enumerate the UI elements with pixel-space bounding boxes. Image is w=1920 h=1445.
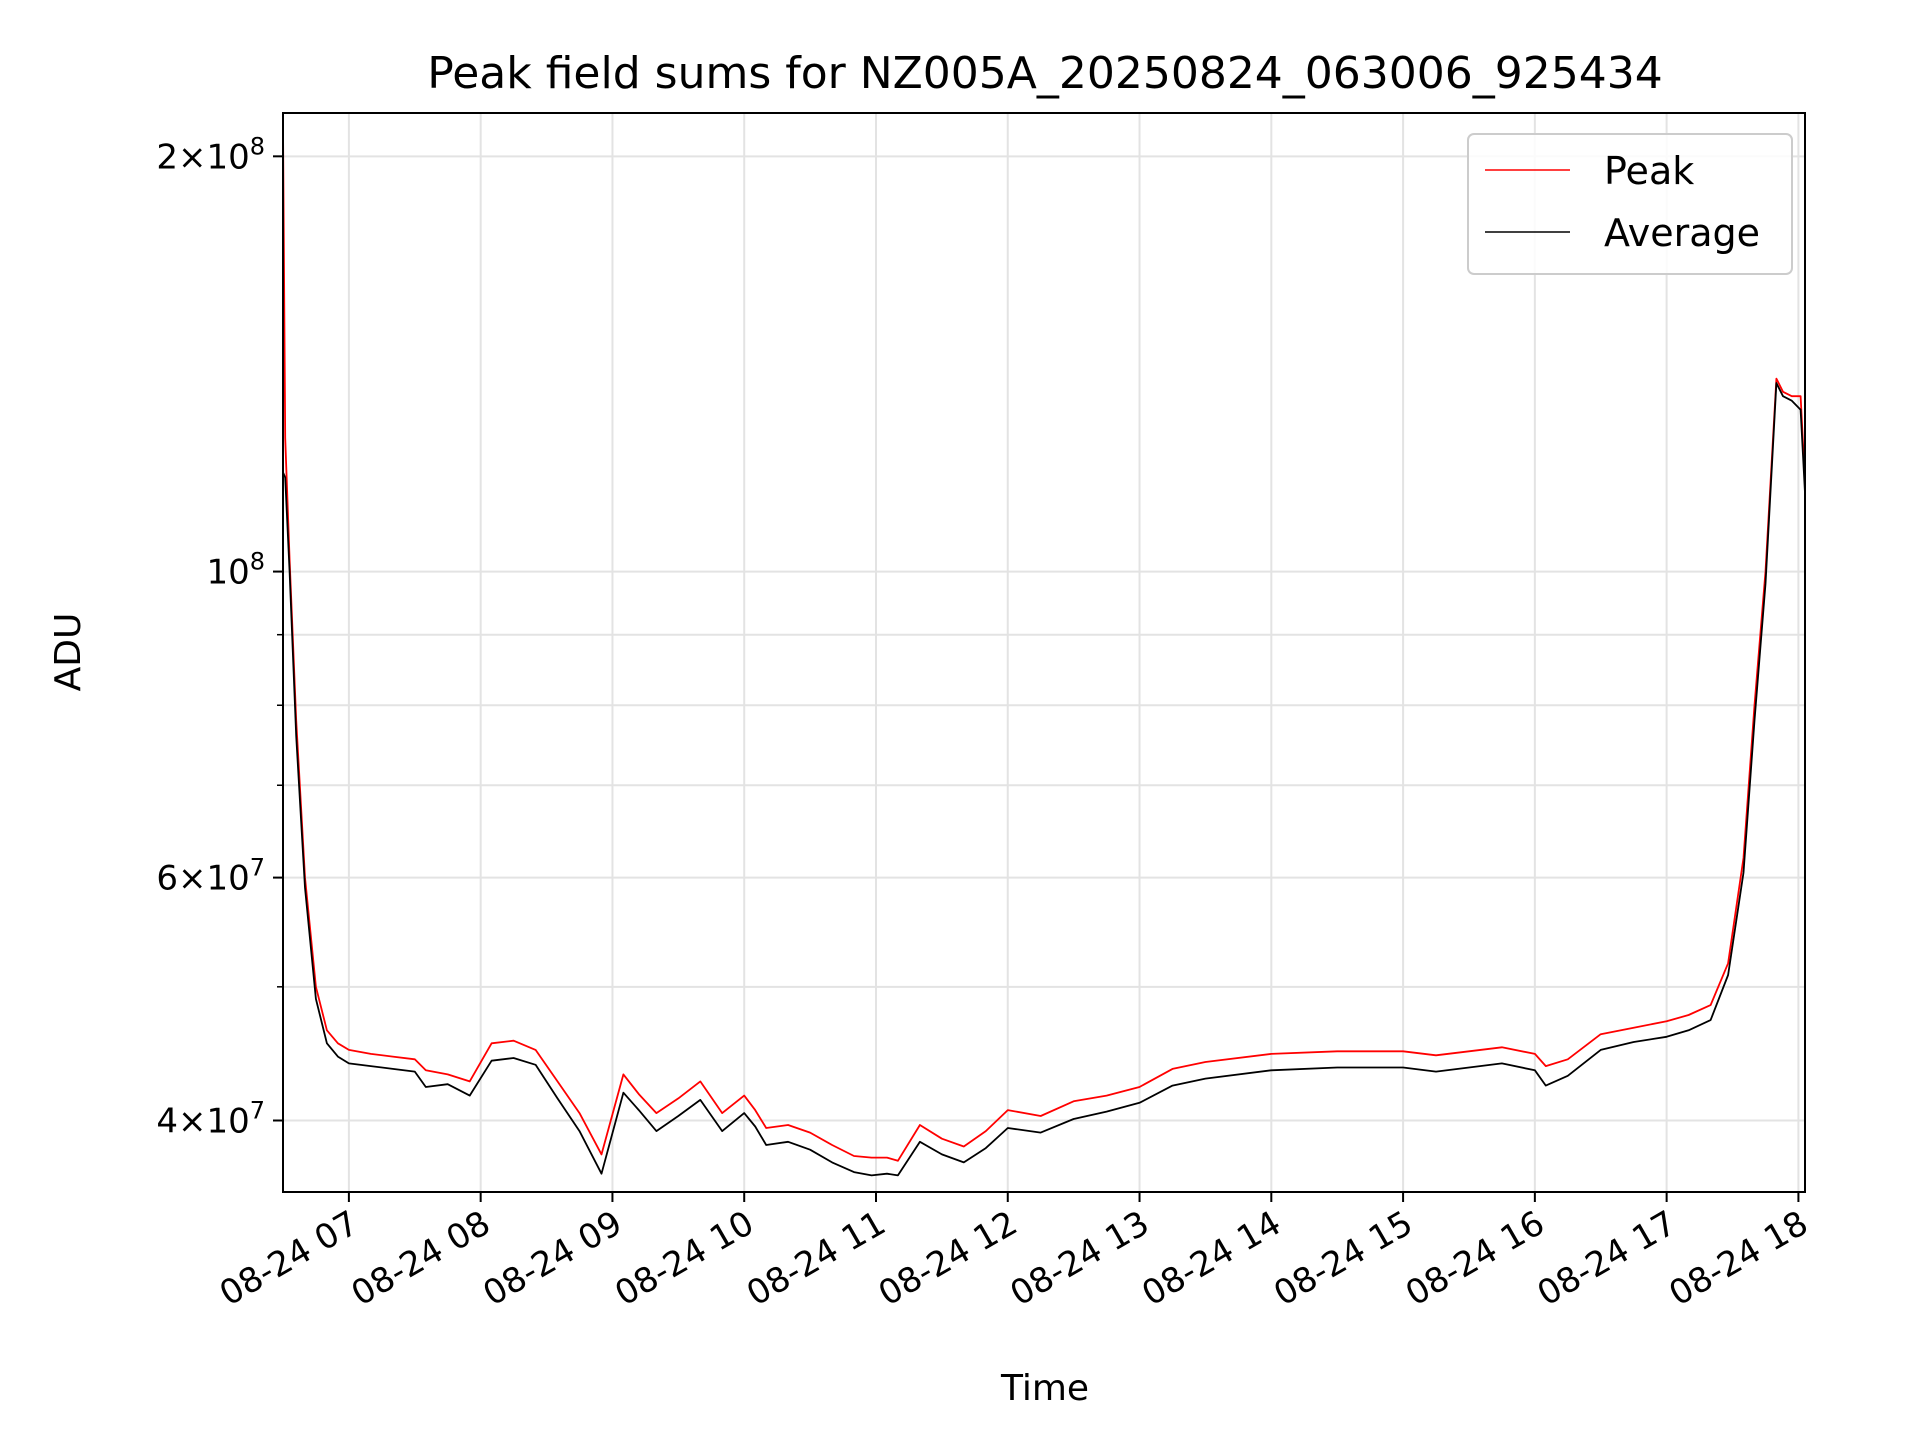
legend: Peak Average bbox=[1467, 133, 1793, 275]
legend-box bbox=[1467, 133, 1793, 275]
legend-average-label: Average bbox=[1604, 211, 1760, 255]
y-tick-label: 6×107 bbox=[156, 854, 265, 899]
series-line-average bbox=[282, 382, 1806, 1177]
grid bbox=[283, 113, 1805, 1192]
y-tick-label: 2×108 bbox=[156, 132, 265, 177]
legend-peak-label: Peak bbox=[1604, 149, 1694, 193]
chart-title: Peak field sums for NZ005A_20250824_0630… bbox=[427, 48, 1662, 99]
series-layer bbox=[282, 127, 1806, 1177]
plot-frame bbox=[282, 112, 1806, 1193]
y-tick-label: 108 bbox=[206, 548, 265, 593]
y-tick-label: 4×107 bbox=[156, 1097, 265, 1142]
x-axis-label: Time bbox=[1000, 1368, 1089, 1409]
y-axis-label: ADU bbox=[48, 613, 89, 692]
series-line-peak bbox=[282, 127, 1806, 1162]
y-axis: 2×108 108 6×107 4×107 bbox=[156, 132, 283, 1142]
